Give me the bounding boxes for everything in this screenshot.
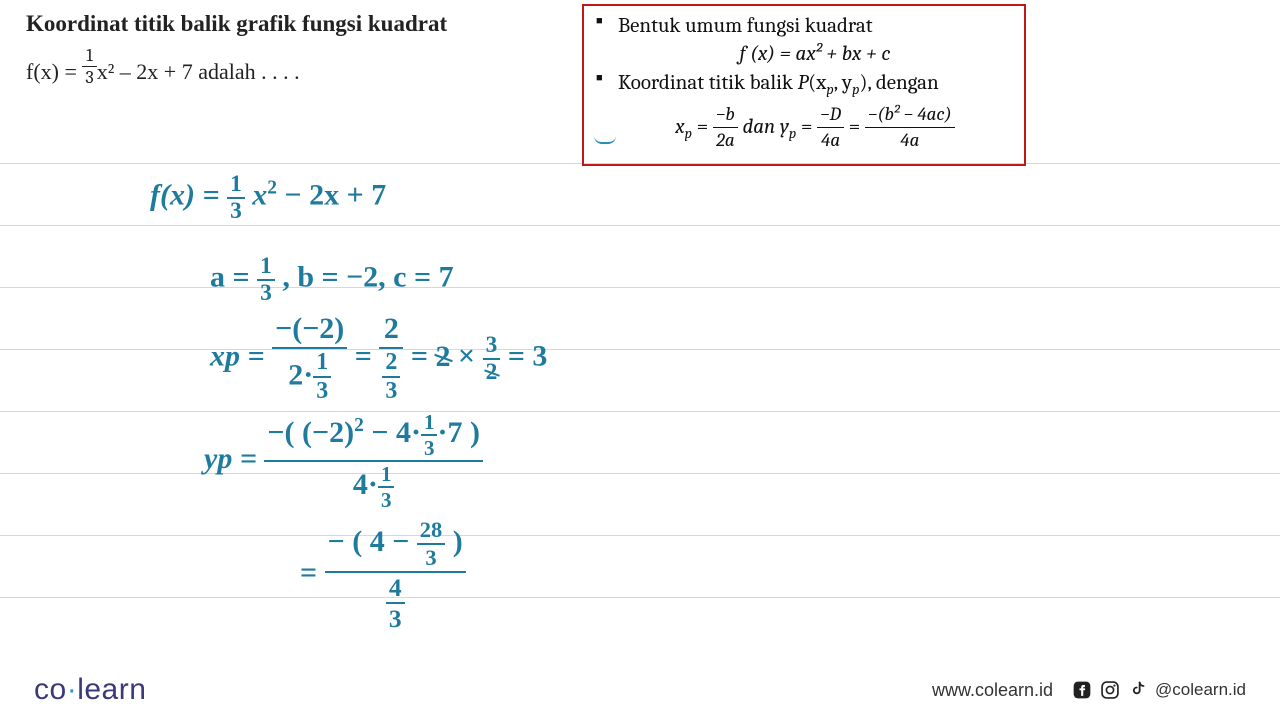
l4nb: − 4· (364, 416, 421, 449)
l5na: − ( 4 − (328, 525, 417, 558)
logo-co: co (34, 673, 67, 706)
hint1-formula: f (x) = ax² + bx + c (618, 40, 1012, 68)
problem-equation: f(x) = 13x² – 2x + 7 adalah . . . . (26, 45, 546, 88)
eq-frac-den: 3 (82, 67, 96, 88)
footer: co·learn www.colearn.id @colearn.id (0, 660, 1280, 720)
hint2-sub2: p (852, 81, 859, 98)
l1b: x (245, 178, 268, 211)
f3d: 4a (865, 128, 955, 154)
dan: dan (738, 115, 780, 139)
l1fn: 1 (227, 172, 245, 199)
hint2-comma: , y (834, 71, 852, 95)
l5nfd: 3 (417, 545, 446, 571)
instagram-icon (1099, 679, 1121, 701)
problem-title: Koordinat titik balik grafik fungsi kuad… (26, 8, 546, 39)
l5nfn: 28 (417, 517, 446, 545)
logo-dot: · (67, 673, 78, 706)
l3f2dn: 2 (382, 349, 400, 379)
hint2-args: (x (808, 71, 826, 95)
logo-learn: learn (77, 673, 146, 706)
l5num: − ( 4 − 283 ) (325, 517, 466, 573)
f1n: −b (713, 102, 738, 129)
brand-logo: co·learn (34, 673, 146, 707)
l5dfn: 4 (386, 573, 405, 604)
hint2-close: ), dengan (860, 71, 939, 95)
l3f1dd: 3 (313, 378, 331, 406)
l1a: f(x) = (150, 178, 227, 211)
l1c: − 2x + 7 (277, 178, 386, 211)
l3f1n: −(−2) (272, 312, 347, 349)
l4den: 4·13 (264, 462, 483, 512)
hint2-sub1: p (826, 81, 833, 98)
l3a: xp = (210, 340, 272, 373)
xp-label: x (675, 115, 684, 139)
tiktok-icon (1127, 679, 1149, 701)
hint-line-1: Bentuk umum fungsi kuadrat f (x) = ax² +… (618, 12, 1012, 69)
l4a: yp = (204, 442, 264, 475)
hw-line1: f(x) = 13 x2 − 2x + 7 (150, 172, 386, 223)
l3f2d: 23 (379, 349, 403, 406)
hw-line5: = − ( 4 − 283 )43 (300, 517, 466, 633)
l3f3n: 3 (483, 333, 501, 360)
facebook-icon (1071, 679, 1093, 701)
l3eq1: = (347, 340, 379, 373)
l3f1dn: 1 (313, 349, 331, 379)
hint2-formula: xp = −b2a dan yp = −D4a = −(b² − 4ac)4a (618, 102, 1012, 154)
eq-prefix: f(x) = (26, 59, 82, 84)
l4nfn: 1 (421, 410, 438, 436)
l1sup: 2 (267, 177, 277, 198)
hw-line2: a = 13 , b = −2, c = 7 (210, 254, 454, 305)
l4nc: ·7 ) (437, 416, 480, 449)
l2fd: 3 (257, 281, 275, 306)
hw-line3: xp = −(−2)2·13 = 223 = 2 × 32 = 3 (210, 312, 547, 406)
l5dfd: 3 (386, 604, 405, 633)
f3n: −(b² − 4ac) (865, 102, 955, 129)
l4ns: 2 (354, 415, 364, 436)
problem-statement: Koordinat titik balik grafik fungsi kuad… (26, 8, 546, 88)
l5nb: ) (445, 525, 463, 558)
eq-suffix: x² – 2x + 7 adalah . . . . (97, 59, 300, 84)
l3f1dp: 2· (288, 358, 313, 391)
eq-sign-3: = (844, 115, 865, 139)
social-group: @colearn.id (1071, 679, 1246, 701)
eq-sign-2: = (796, 115, 817, 139)
hint2-P: P (798, 71, 809, 95)
l3eq2: = (403, 340, 435, 373)
hint1-text: Bentuk umum fungsi kuadrat (618, 14, 873, 38)
l4dfn: 1 (378, 462, 395, 488)
l2b: , b = −2, c = 7 (275, 260, 454, 293)
l3s1: 2 (436, 342, 451, 372)
hint-box: Bentuk umum fungsi kuadrat f (x) = ax² +… (582, 4, 1026, 166)
xp-sub: p (685, 125, 692, 142)
l3f3ds: 2 (486, 360, 498, 385)
l4nfd: 3 (421, 436, 438, 460)
l4num: −( (−2)2 − 4·13·7 ) (264, 410, 483, 462)
l3eq3: = 3 (500, 340, 547, 373)
l3f2n: 2 (379, 312, 403, 349)
yp-label: y (780, 115, 789, 139)
f2d: 4a (817, 128, 844, 154)
f2n: −D (817, 102, 844, 129)
l1fd: 3 (227, 199, 245, 224)
l4dfd: 3 (378, 488, 395, 512)
hint2-prefix: Koordinat titik balik (618, 71, 798, 95)
eq-sign-1: = (692, 115, 713, 139)
hw-line4: yp = −( (−2)2 − 4·13·7 )4·13 (204, 410, 483, 513)
l5den: 43 (325, 573, 466, 634)
l3f1d: 2·13 (272, 349, 347, 406)
brand-right: www.colearn.id @colearn.id (932, 679, 1246, 701)
eq-frac-num: 1 (82, 45, 96, 67)
l4na: −( (−2) (267, 416, 354, 449)
l2a: a = (210, 260, 257, 293)
l3f2dd: 3 (382, 378, 400, 406)
l3times: × (451, 340, 483, 373)
website-url: www.colearn.id (932, 680, 1053, 701)
l2fn: 1 (257, 254, 275, 281)
l4da: 4· (353, 468, 378, 501)
hint-line-2: Koordinat titik balik P(xp, yp), dengan … (618, 69, 1012, 154)
social-handle: @colearn.id (1155, 680, 1246, 700)
f1d: 2a (713, 128, 738, 154)
l5eq: = (300, 556, 325, 589)
l3f3d: 2 (483, 360, 501, 385)
